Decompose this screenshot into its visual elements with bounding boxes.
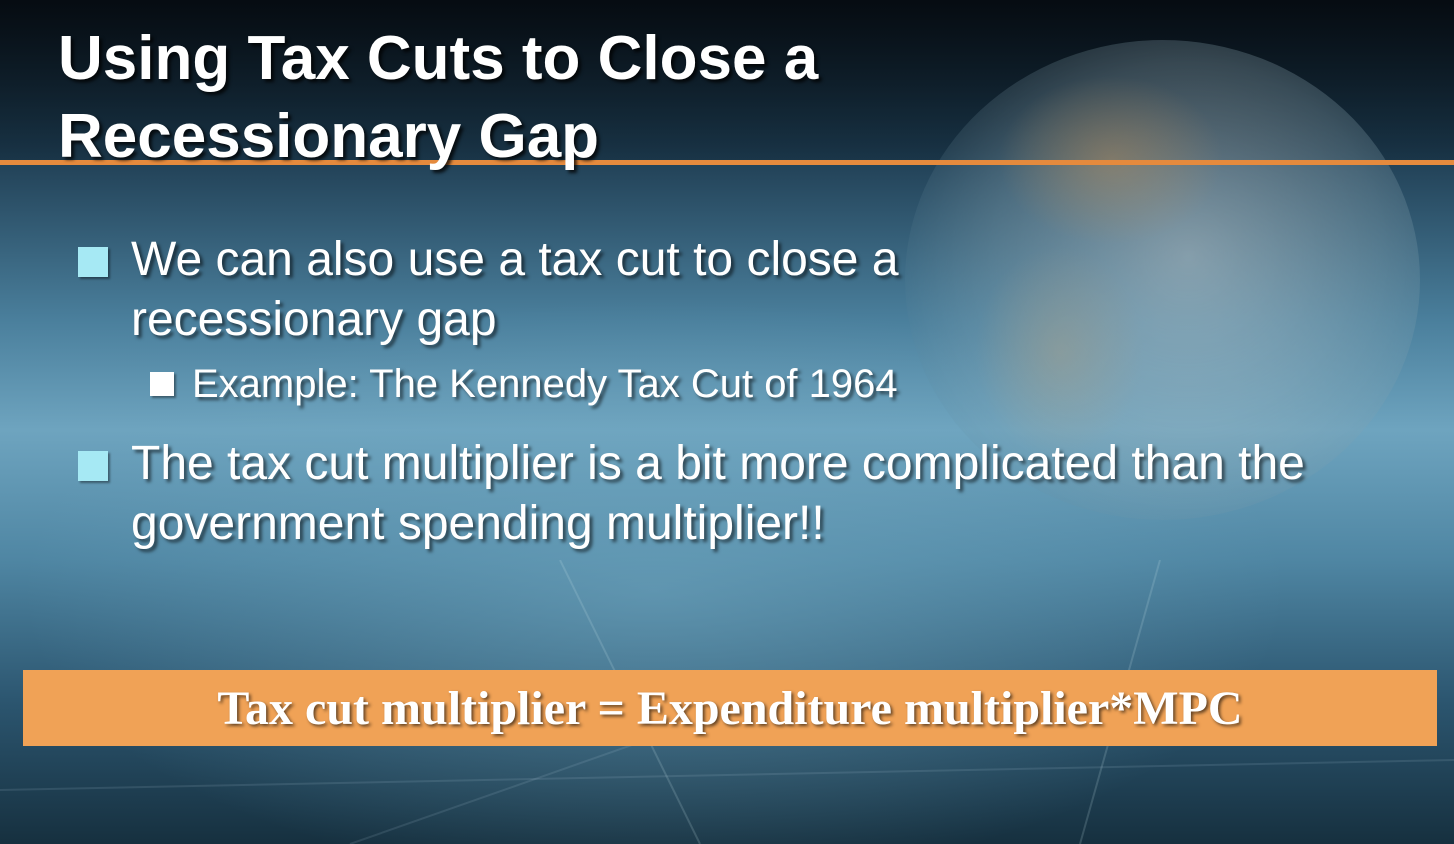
bullet-2: The tax cut multiplier is a bit more com… [78, 434, 1358, 554]
bullet-1-text: We can also use a tax cut to close a rec… [131, 233, 899, 346]
slide-title: Using Tax Cuts to Close a Recessionary G… [58, 24, 819, 171]
square-bullet-icon [78, 451, 108, 481]
sub-bullet-1-text: Example: The Kennedy Tax Cut of 1964 [192, 362, 898, 406]
square-bullet-icon [78, 247, 108, 277]
title-divider [0, 160, 1454, 165]
formula-box: Tax cut multiplier = Expenditure multipl… [23, 670, 1437, 746]
globe-graphic [905, 40, 1420, 520]
bullet-1: We can also use a tax cut to close a rec… [78, 230, 1138, 350]
title-band [0, 0, 1454, 162]
bullet-2-text: The tax cut multiplier is a bit more com… [131, 437, 1305, 550]
formula-text: Tax cut multiplier = Expenditure multipl… [217, 681, 1243, 735]
sub-bullet-1: Example: The Kennedy Tax Cut of 1964 [150, 356, 898, 412]
square-sub-bullet-icon [150, 372, 174, 396]
